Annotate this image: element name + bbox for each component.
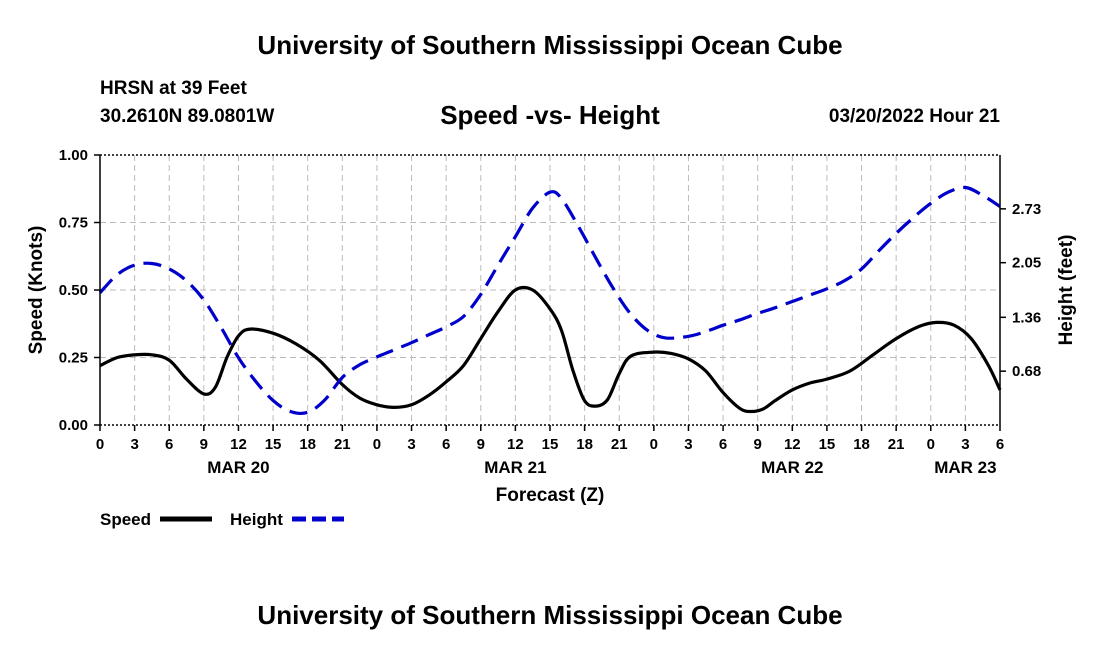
day-label: MAR 20 — [207, 458, 269, 477]
footer-title: University of Southern Mississippi Ocean… — [257, 600, 843, 630]
day-label: MAR 23 — [934, 458, 996, 477]
station-label: HRSN at 39 Feet — [100, 78, 247, 99]
y-left-tick-label: 0.00 — [59, 417, 88, 434]
y-right-tick-label: 2.05 — [1012, 255, 1041, 272]
x-tick-label: 0 — [373, 436, 381, 453]
x-tick-label: 9 — [477, 436, 485, 453]
x-tick-label: 15 — [542, 436, 559, 453]
x-tick-label: 0 — [650, 436, 658, 453]
x-tick-label: 18 — [299, 436, 316, 453]
x-tick-label: 18 — [853, 436, 870, 453]
legend-label-height: Height — [230, 510, 283, 529]
x-tick-label: 15 — [265, 436, 282, 453]
series-line-speed — [99, 285, 1002, 414]
x-tick-label: 9 — [200, 436, 208, 453]
coordinates-label: 30.2610N 89.0801W — [100, 106, 275, 127]
y-left-tick-label: 1.00 — [59, 147, 88, 164]
x-tick-label: 0 — [927, 436, 935, 453]
x-tick-label: 12 — [507, 436, 524, 453]
x-tick-label: 6 — [165, 436, 173, 453]
y-right-tick-label: 0.68 — [1012, 363, 1041, 380]
x-tick-label: 21 — [334, 436, 351, 453]
y-left-tick-label: 0.75 — [59, 215, 88, 232]
x-axis-label: Forecast (Z) — [496, 485, 605, 506]
x-tick-label: 6 — [719, 436, 727, 453]
legend-label-speed: Speed — [100, 510, 151, 529]
series-line-height — [98, 185, 1001, 416]
x-tick-label: 9 — [754, 436, 762, 453]
x-tick-label: 15 — [819, 436, 836, 453]
chart-subtitle: Speed -vs- Height — [440, 100, 660, 130]
y-right-tick-label: 1.36 — [1012, 309, 1041, 326]
x-tick-label: 6 — [442, 436, 450, 453]
x-tick-label: 3 — [684, 436, 692, 453]
y-left-tick-label: 0.50 — [59, 282, 88, 299]
y-left-tick-label: 0.25 — [59, 350, 88, 367]
x-tick-label: 6 — [996, 436, 1004, 453]
x-tick-label: 3 — [130, 436, 138, 453]
y-left-axis-label: Speed (Knots) — [26, 226, 47, 355]
x-tick-label: 21 — [888, 436, 905, 453]
x-tick-label: 21 — [611, 436, 628, 453]
forecast-date: 03/20/2022 Hour 21 — [828, 106, 1000, 127]
chart-title: University of Southern Mississippi Ocean… — [257, 30, 843, 60]
y-right-axis-label: Height (feet) — [1056, 235, 1077, 346]
y-right-tick-label: 2.73 — [1012, 201, 1041, 218]
x-tick-label: 12 — [230, 436, 247, 453]
x-tick-label: 3 — [961, 436, 969, 453]
day-label: MAR 21 — [484, 458, 546, 477]
day-label: MAR 22 — [761, 458, 823, 477]
x-tick-label: 18 — [576, 436, 593, 453]
x-tick-label: 12 — [784, 436, 801, 453]
x-tick-label: 0 — [96, 436, 104, 453]
x-tick-label: 3 — [407, 436, 415, 453]
